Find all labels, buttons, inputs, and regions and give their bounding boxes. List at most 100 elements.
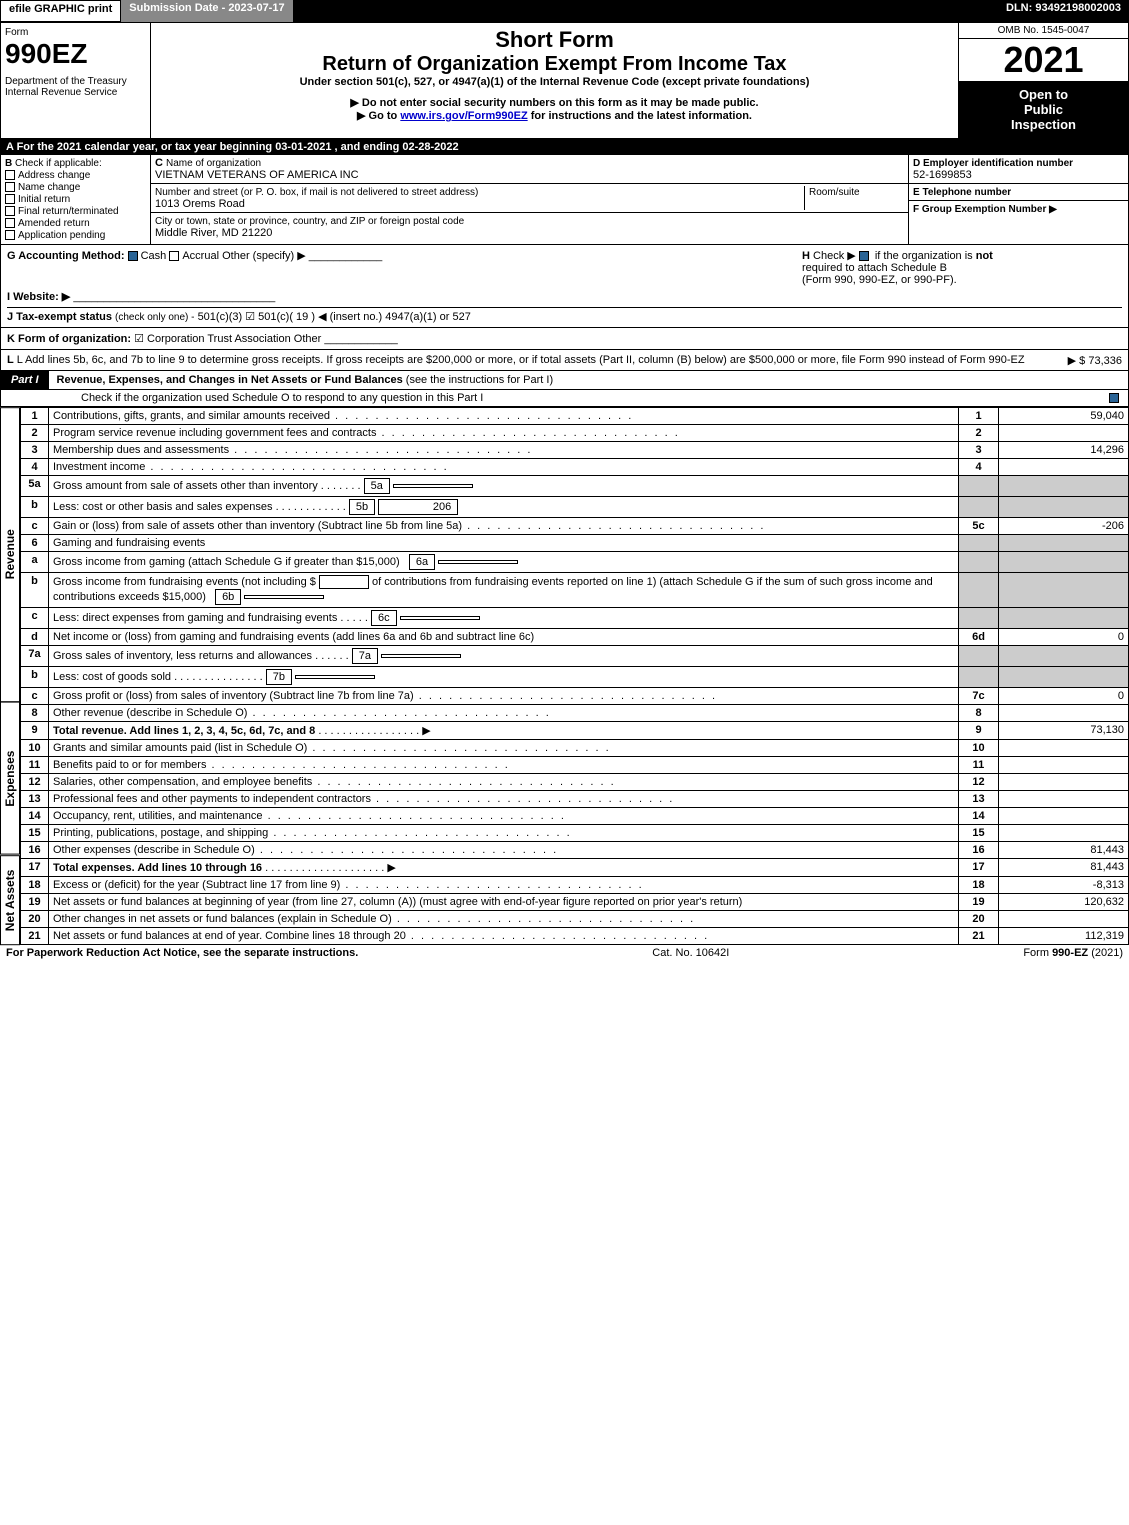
line-5c: cGain or (loss) from sale of assets othe… (21, 518, 1129, 535)
line-6b: bGross income from fundraising events (n… (21, 573, 1129, 608)
line-3: 3Membership dues and assessments314,296 (21, 442, 1129, 459)
part1-subtitle: (see the instructions for Part I) (406, 374, 553, 386)
city-value: Middle River, MD 21220 (155, 227, 272, 239)
box-d: D Employer identification number 52-1699… (908, 155, 1128, 244)
netassets-tab: Net Assets (0, 855, 20, 945)
open-line3: Inspection (963, 117, 1124, 132)
form-header: Form 990EZ Department of the Treasury In… (0, 22, 1129, 139)
b-label: B (5, 158, 12, 169)
part1-header: Part I Revenue, Expenses, and Changes in… (0, 371, 1129, 390)
expenses-tab: Expenses (0, 702, 20, 855)
line-11: 11Benefits paid to or for members11 (21, 757, 1129, 774)
goto-suffix: for instructions and the latest informat… (528, 110, 752, 122)
j-sub: (check only one) - (115, 312, 194, 323)
k-options: ☑ Corporation Trust Association Other (134, 333, 321, 345)
goto-prefix: ▶ Go to (357, 110, 400, 122)
h-not: not (976, 250, 993, 262)
h-text2: if the organization is (875, 250, 976, 262)
b-subtitle: Check if applicable: (15, 158, 102, 169)
line-16: 16Other expenses (describe in Schedule O… (21, 842, 1129, 859)
under-section: Under section 501(c), 527, or 4947(a)(1)… (155, 76, 954, 88)
line-12: 12Salaries, other compensation, and empl… (21, 774, 1129, 791)
schedule-o-check-text: Check if the organization used Schedule … (81, 392, 483, 404)
group-exemption-label: F Group Exemption Number ▶ (913, 204, 1057, 215)
line-7b: bLess: cost of goods sold . . . . . . . … (21, 667, 1129, 688)
line-5a: 5aGross amount from sale of assets other… (21, 476, 1129, 497)
check-schedule-o[interactable] (1109, 393, 1119, 403)
dept-treasury: Department of the Treasury (5, 76, 146, 87)
check-accrual[interactable] (169, 251, 179, 261)
ssn-warning: ▶ Do not enter social security numbers o… (155, 96, 954, 109)
line-8: 8Other revenue (describe in Schedule O)8 (21, 705, 1129, 722)
dln-value: DLN: 93492198002003 (998, 0, 1129, 22)
dept-irs: Internal Revenue Service (5, 87, 146, 98)
form-label: Form (5, 27, 146, 38)
cash-label: Cash (141, 250, 167, 262)
short-form-title: Short Form (155, 27, 954, 53)
top-bar: efile GRAPHIC print Submission Date - 20… (0, 0, 1129, 22)
street-label: Number and street (or P. O. box, if mail… (155, 187, 478, 198)
check-amended-return[interactable]: Amended return (5, 218, 146, 229)
accrual-label: Accrual (182, 250, 219, 262)
instructions-link-line: ▶ Go to www.irs.gov/Form990EZ for instru… (155, 109, 954, 122)
row-a-tax-year: A For the 2021 calendar year, or tax yea… (0, 139, 1129, 155)
l-amount: ▶ $ 73,336 (1068, 354, 1122, 367)
check-application-pending[interactable]: Application pending (5, 230, 146, 241)
k-label: K Form of organization: (7, 333, 131, 345)
line-2: 2Program service revenue including gover… (21, 425, 1129, 442)
form-number: 990EZ (5, 38, 146, 70)
paperwork-notice: For Paperwork Reduction Act Notice, see … (6, 947, 358, 959)
line-6c: cLess: direct expenses from gaming and f… (21, 608, 1129, 629)
phone-label: E Telephone number (913, 187, 1011, 198)
h-text3: required to attach Schedule B (802, 262, 947, 274)
main-title: Return of Organization Exempt From Incom… (155, 53, 954, 76)
open-line1: Open to (963, 87, 1124, 102)
efile-print-button[interactable]: efile GRAPHIC print (0, 0, 121, 22)
part1-check-line: Check if the organization used Schedule … (0, 390, 1129, 407)
ein-value: 52-1699853 (913, 169, 972, 181)
org-name: VIETNAM VETERANS OF AMERICA INC (155, 169, 359, 181)
line-4: 4Investment income4 (21, 459, 1129, 476)
catalog-number: Cat. No. 10642I (652, 947, 729, 959)
j-options: 501(c)(3) ☑ 501(c)( 19 ) ◀ (insert no.) … (198, 311, 471, 323)
line-7a: 7aGross sales of inventory, less returns… (21, 646, 1129, 667)
line-1: 1Contributions, gifts, grants, and simil… (21, 408, 1129, 425)
room-label: Room/suite (809, 187, 860, 198)
box-b: B Check if applicable: Address change Na… (1, 155, 151, 244)
line-5b: bLess: cost or other basis and sales exp… (21, 497, 1129, 518)
revenue-tab: Revenue (0, 407, 20, 702)
org-name-label: Name of organization (166, 158, 261, 169)
part1-title: Revenue, Expenses, and Changes in Net As… (57, 374, 403, 386)
c-label: C (155, 157, 163, 169)
irs-link[interactable]: www.irs.gov/Form990EZ (400, 110, 527, 122)
line-6d: dNet income or (loss) from gaming and fu… (21, 629, 1129, 646)
k-row: K Form of organization: ☑ Corporation Tr… (0, 328, 1129, 350)
line-21: 21Net assets or fund balances at end of … (21, 928, 1129, 945)
l-text: L Add lines 5b, 6c, and 7b to line 9 to … (17, 354, 1025, 366)
line-9: 9Total revenue. Add lines 1, 2, 3, 4, 5c… (21, 722, 1129, 740)
line-13: 13Professional fees and other payments t… (21, 791, 1129, 808)
street-value: 1013 Orems Road (155, 198, 245, 210)
identity-block: B Check if applicable: Address change Na… (0, 155, 1129, 245)
i-website-label: I Website: ▶ (7, 291, 70, 303)
open-line2: Public (963, 102, 1124, 117)
check-name-change[interactable]: Name change (5, 182, 146, 193)
check-schedule-b[interactable] (859, 251, 869, 261)
part1-body: Revenue Expenses Net Assets 1Contributio… (0, 407, 1129, 945)
check-cash[interactable] (128, 251, 138, 261)
lines-table: 1Contributions, gifts, grants, and simil… (20, 407, 1129, 945)
line-6: 6Gaming and fundraising events (21, 535, 1129, 552)
l-row: L L Add lines 5b, 6c, and 7b to line 9 t… (0, 350, 1129, 371)
check-initial-return[interactable]: Initial return (5, 194, 146, 205)
open-to-public: Open to Public Inspection (959, 81, 1128, 138)
box-c: C Name of organization VIETNAM VETERANS … (151, 155, 908, 244)
form-ref: Form 990-EZ (2021) (1023, 947, 1123, 959)
line-7c: cGross profit or (loss) from sales of in… (21, 688, 1129, 705)
part1-tag: Part I (1, 371, 49, 389)
check-address-change[interactable]: Address change (5, 170, 146, 181)
line-18: 18Excess or (deficit) for the year (Subt… (21, 877, 1129, 894)
check-final-return[interactable]: Final return/terminated (5, 206, 146, 217)
line-6a: aGross income from gaming (attach Schedu… (21, 552, 1129, 573)
submission-date: Submission Date - 2023-07-17 (121, 0, 292, 22)
page-footer: For Paperwork Reduction Act Notice, see … (0, 945, 1129, 961)
